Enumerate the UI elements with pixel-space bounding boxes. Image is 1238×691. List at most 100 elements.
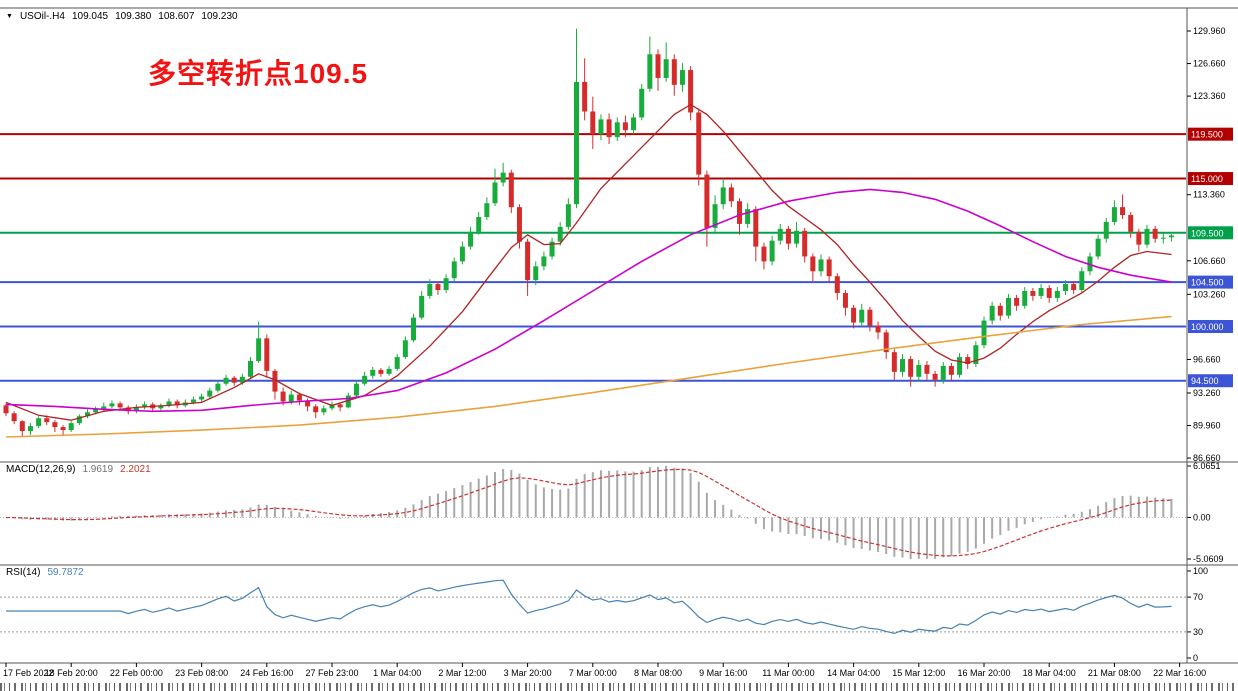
price-axis[interactable] [1188,9,1238,663]
price-axis-label: 126.660 [1193,59,1226,69]
price-tag-label: 115.000 [1191,174,1223,184]
price-axis-label: 129.960 [1193,26,1226,36]
candle-body [329,404,335,409]
candle-body [704,174,710,228]
candle-body [916,364,922,377]
time-axis[interactable] [0,664,1238,682]
candle-body [36,418,42,427]
candle-body [891,352,897,372]
candle-body [459,246,465,262]
candle-body [785,228,791,244]
time-axis-label: 3 Mar 20:00 [504,668,552,678]
candle-body [1030,290,1036,296]
candle-body [769,240,775,262]
candle-body [688,70,694,113]
candle-body [492,182,498,204]
candle-body [133,407,139,412]
candle-body [1160,237,1166,239]
candle-body [574,81,579,205]
candle-body [997,305,1003,316]
candle-body [484,203,490,218]
candle-body [117,403,123,408]
candle-body [76,416,82,424]
price-tag[interactable] [1188,275,1233,289]
rsi-value: 59.7872 [47,567,84,578]
time-axis-label: 14 Mar 04:00 [827,668,880,678]
candles-series[interactable] [3,28,1174,437]
price-tag[interactable] [1188,226,1233,240]
candle-body [525,241,531,281]
candle-body [199,396,205,400]
candle-body [337,404,343,408]
candle-body [125,407,131,412]
candle-body [737,201,742,224]
candle-body [622,122,628,131]
candle-body [476,217,482,232]
rsi-axis-label: 30 [1193,627,1203,637]
candle-body [305,400,311,407]
candle-body [508,172,514,208]
candle-body [1046,288,1052,298]
price-tag-label: 109.500 [1191,228,1224,238]
candle-body [1128,215,1134,232]
rsi-panel[interactable] [0,566,1186,663]
time-axis-label: 16 Mar 20:00 [957,668,1010,678]
candle-body [370,369,376,376]
dropdown-arrow-icon[interactable]: ▼ [6,13,13,20]
candle-body [272,370,278,392]
price-tag[interactable] [1188,127,1233,141]
candle-body [248,361,253,377]
candle-body [924,364,930,374]
candle-body [256,338,262,362]
candle-body [1144,228,1150,245]
candle-body [1111,207,1117,222]
candle-body [606,119,612,138]
candle-body [1168,235,1174,238]
candle-body [443,278,449,291]
chart-text-annotation[interactable]: 多空转折点109.5 [148,58,369,89]
candle-body [639,88,645,118]
candle-body [794,230,800,244]
candle-body [11,413,17,422]
candle-body [631,117,637,131]
symbol-period-label: USOil-.H4 [19,11,65,22]
macd-signal-value: 2.2021 [120,464,151,475]
candle-body [1054,290,1060,298]
price-tag[interactable] [1188,374,1233,388]
ma-slow-line [5,315,1172,438]
candle-body [810,256,816,272]
candle-body [207,390,213,397]
candle-body [44,418,50,423]
time-axis-label: 8 Mar 08:00 [634,668,682,678]
candle-body [394,357,400,369]
ma-fast-line [5,103,1172,421]
candle-body [712,204,718,228]
price-tag[interactable] [1188,172,1233,186]
price-axis-label: 86.660 [1193,453,1221,463]
candle-body [818,259,824,272]
candle-body [68,423,74,431]
macd-main-value: 1.9619 [82,464,114,475]
candle-body [142,404,148,408]
price-tag[interactable] [1188,319,1233,333]
time-axis-label: 18 Mar 04:00 [1023,668,1076,678]
candle-body [908,359,914,377]
price-axis-label: 123.360 [1193,91,1226,101]
candle-body [419,295,425,318]
rsi-name: RSI(14) [6,567,41,578]
candle-body [1005,297,1011,316]
rsi-axis-label: 0 [1193,653,1198,663]
macd-axis-label: -5.0609 [1193,554,1224,564]
price-axis-label: 89.960 [1193,421,1221,431]
candle-body [345,395,351,408]
macd-indicator-label: MACD(12,26,9) 1.9619 2.2021 [6,464,151,475]
candle-body [883,332,889,353]
candle-body [696,112,702,175]
candle-body [1136,231,1142,245]
candle-body [223,377,229,384]
candle-body [965,357,971,364]
macd-panel[interactable] [0,463,1186,565]
candle-body [19,421,25,432]
